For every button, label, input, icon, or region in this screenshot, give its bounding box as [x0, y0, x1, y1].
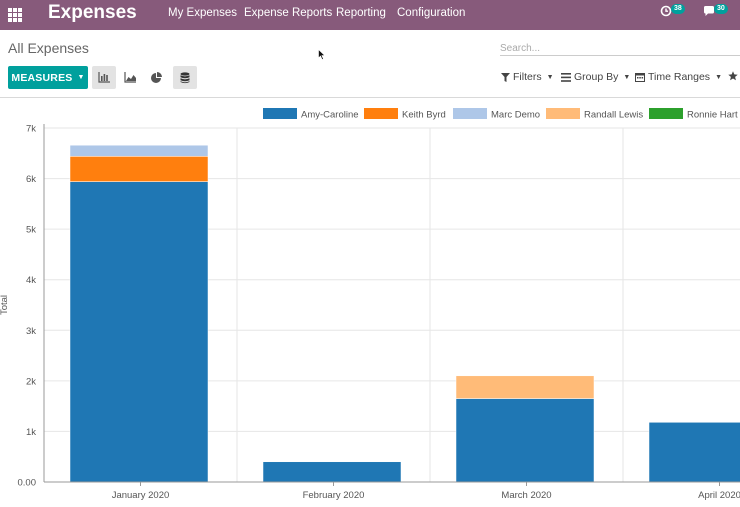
legend-swatch — [263, 108, 297, 119]
legend-swatch — [649, 108, 683, 119]
pie-chart-button[interactable] — [144, 66, 168, 89]
search-input[interactable] — [500, 40, 740, 57]
y-tick-label: 3k — [26, 326, 36, 337]
messaging-badge: 30 — [714, 4, 728, 14]
bar-segment — [648, 422, 740, 483]
y-tick-label: 5k — [26, 225, 36, 236]
apps-menu-icon[interactable] — [8, 8, 22, 22]
stacked-toggle-button[interactable] — [173, 66, 197, 89]
top-navbar: Expenses My Expenses Expense Reports Rep… — [0, 0, 740, 30]
legend-swatch — [364, 108, 398, 119]
area-chart-icon — [123, 72, 136, 83]
bar-chart-icon — [97, 72, 110, 83]
messaging-icon[interactable] — [703, 5, 715, 20]
caret-down-icon: ▼ — [715, 73, 722, 81]
x-tick-label: January 2020 — [112, 490, 170, 501]
x-tick-label: February 2020 — [303, 490, 365, 501]
bar-segment — [69, 144, 209, 157]
control-panel-divider — [0, 97, 740, 98]
caret-down-icon: ▼ — [623, 73, 631, 81]
bar-segment — [455, 375, 595, 399]
menu-reporting[interactable]: Reporting — [336, 7, 386, 19]
bar-segment — [262, 461, 402, 483]
mouse-cursor-icon — [318, 48, 326, 66]
groupby-label: Group By — [574, 71, 619, 83]
x-tick-label: April 2020 — [698, 490, 740, 501]
y-tick-label: 4k — [26, 275, 36, 286]
filter-icon — [501, 72, 510, 82]
timeranges-dropdown[interactable]: Time Ranges ▼ — [635, 71, 722, 83]
chart-bars — [69, 144, 740, 483]
chart-axes: 0.00 1k 2k 3k 4k 5k 6k 7k January 2020 February 2… — [0, 124, 740, 501]
legend-label: Keith Byrd — [402, 110, 446, 121]
caret-down-icon: ▼ — [546, 73, 554, 81]
menu-configuration[interactable]: Configuration — [397, 7, 466, 19]
search-box — [500, 38, 740, 57]
menu-my-expenses[interactable]: My Expenses — [168, 7, 238, 19]
legend-swatch — [546, 108, 580, 119]
y-axis-label: Total — [0, 295, 10, 315]
y-tick-label: 1k — [26, 427, 36, 438]
calendar-icon — [635, 73, 645, 82]
y-tick-label: 7k — [26, 124, 36, 135]
bar-segment — [455, 398, 595, 483]
activity-badge: 38 — [671, 4, 685, 14]
filters-dropdown[interactable]: Filters ▼ — [501, 71, 554, 83]
legend-label: Ronnie Hart — [687, 110, 738, 121]
chart-legend: Amy-Caroline Keith Byrd Marc Demo Randall L… — [263, 108, 738, 121]
star-icon — [728, 71, 738, 81]
groupby-dropdown[interactable]: Group By ▼ — [561, 71, 630, 83]
measures-label: MEASURES — [11, 71, 73, 84]
bar-segment — [69, 181, 209, 483]
y-tick-label: 0.00 — [18, 478, 37, 489]
y-tick-label: 6k — [26, 174, 36, 185]
timeranges-label: Time Ranges — [648, 71, 711, 83]
bars-icon — [561, 72, 571, 82]
stacked-bar-chart: 0.00 1k 2k 3k 4k 5k 6k 7k January 2020 February 2… — [0, 108, 740, 501]
bar-chart-button[interactable] — [92, 66, 116, 89]
app-brand[interactable]: Expenses — [48, 2, 137, 23]
y-tick-label: 2k — [26, 376, 36, 387]
pie-chart-icon — [151, 71, 162, 83]
line-chart-button[interactable] — [118, 66, 142, 89]
x-tick-label: March 2020 — [501, 490, 551, 501]
measures-button[interactable]: MEASURES ▼ — [8, 66, 88, 89]
legend-swatch — [453, 108, 487, 119]
menu-expense-reports[interactable]: Expense Reports — [244, 7, 333, 19]
favorites-dropdown[interactable] — [728, 71, 740, 81]
breadcrumb: All Expenses — [8, 40, 89, 56]
caret-down-icon: ▼ — [77, 74, 85, 81]
legend-label: Randall Lewis — [584, 110, 643, 121]
activity-clock-icon[interactable] — [660, 5, 672, 20]
bar-segment — [69, 156, 209, 182]
legend-label: Marc Demo — [491, 110, 540, 121]
filters-label: Filters — [513, 71, 542, 83]
database-icon — [180, 71, 190, 83]
legend-label: Amy-Caroline — [301, 110, 359, 121]
